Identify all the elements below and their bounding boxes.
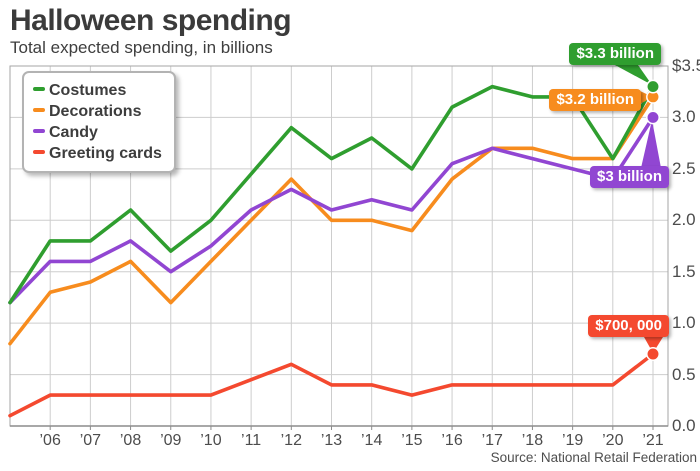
annotation-pointer-greeting-cards [644, 337, 663, 353]
end-dot-greeting-cards [646, 347, 660, 361]
annotation-pointer-costumes [615, 65, 652, 85]
legend-item-greeting-cards: Greeting cards [33, 143, 162, 164]
legend-label: Costumes [49, 82, 127, 99]
y-tick-label: 2.5 [672, 158, 696, 178]
x-tick-label: ’08 [119, 432, 142, 449]
legend-label: Candy [49, 124, 98, 141]
candy-swatch-icon [33, 129, 45, 134]
x-tick-label: ’12 [280, 432, 302, 449]
series-line-decorations [8, 95, 655, 346]
x-tick-label: ’18 [521, 432, 544, 449]
page-subtitle: Total expected spending, in billions [10, 38, 273, 57]
greeting-cards-swatch-icon [33, 150, 45, 155]
costumes-swatch-icon [33, 87, 45, 92]
legend-item-costumes: Costumes [33, 80, 162, 101]
y-tick-label: 1.0 [672, 313, 696, 333]
y-tick-label: $3.5 [672, 56, 700, 75]
x-tick-label: ’20 [602, 432, 624, 449]
series-line-candy [8, 115, 655, 305]
legend: Costumes Decorations Candy Greeting card… [22, 71, 176, 173]
annotation-candy: $3 billion [589, 166, 669, 188]
legend-item-candy: Candy [33, 122, 162, 143]
x-tick-label: ’11 [241, 432, 262, 449]
y-tick-label: 2.0 [672, 210, 696, 230]
x-tick-label: ’15 [401, 432, 423, 449]
x-tick-label: ’07 [79, 432, 102, 449]
series-line-costumes [8, 84, 655, 305]
legend-label: Greeting cards [49, 145, 162, 162]
annotation-greeting-cards: $700, 000 [588, 315, 669, 337]
y-tick-label: 0.0 [672, 416, 696, 435]
x-tick-label: ’13 [320, 432, 343, 449]
x-tick-label: ’17 [481, 432, 503, 449]
y-tick-label: 0.5 [672, 364, 696, 384]
x-tick-label: ’21 [642, 432, 664, 449]
x-tick-label: ’10 [200, 432, 222, 449]
decorations-swatch-icon [33, 108, 45, 113]
annotation-costumes: $3.3 billion [569, 43, 661, 65]
annotation-decorations: $3.2 billion [549, 89, 641, 111]
x-tick-label: ’14 [361, 432, 383, 449]
x-tick-label: ’06 [39, 432, 61, 449]
series-line-greeting-cards [8, 352, 655, 418]
source-credit: Source: National Retail Federation [490, 450, 697, 465]
annotation-pointer-candy [641, 120, 661, 168]
y-tick-label: 3.0 [672, 107, 696, 127]
x-tick-label: ’09 [160, 432, 182, 449]
legend-item-decorations: Decorations [33, 101, 162, 122]
x-tick-label: ’19 [561, 432, 584, 449]
y-tick-label: 1.5 [672, 261, 696, 281]
x-tick-label: ’16 [441, 432, 463, 449]
end-dot-candy [646, 110, 660, 125]
end-dot-costumes [646, 79, 660, 94]
legend-label: Decorations [49, 103, 142, 120]
page-title: Halloween spending [10, 4, 292, 37]
